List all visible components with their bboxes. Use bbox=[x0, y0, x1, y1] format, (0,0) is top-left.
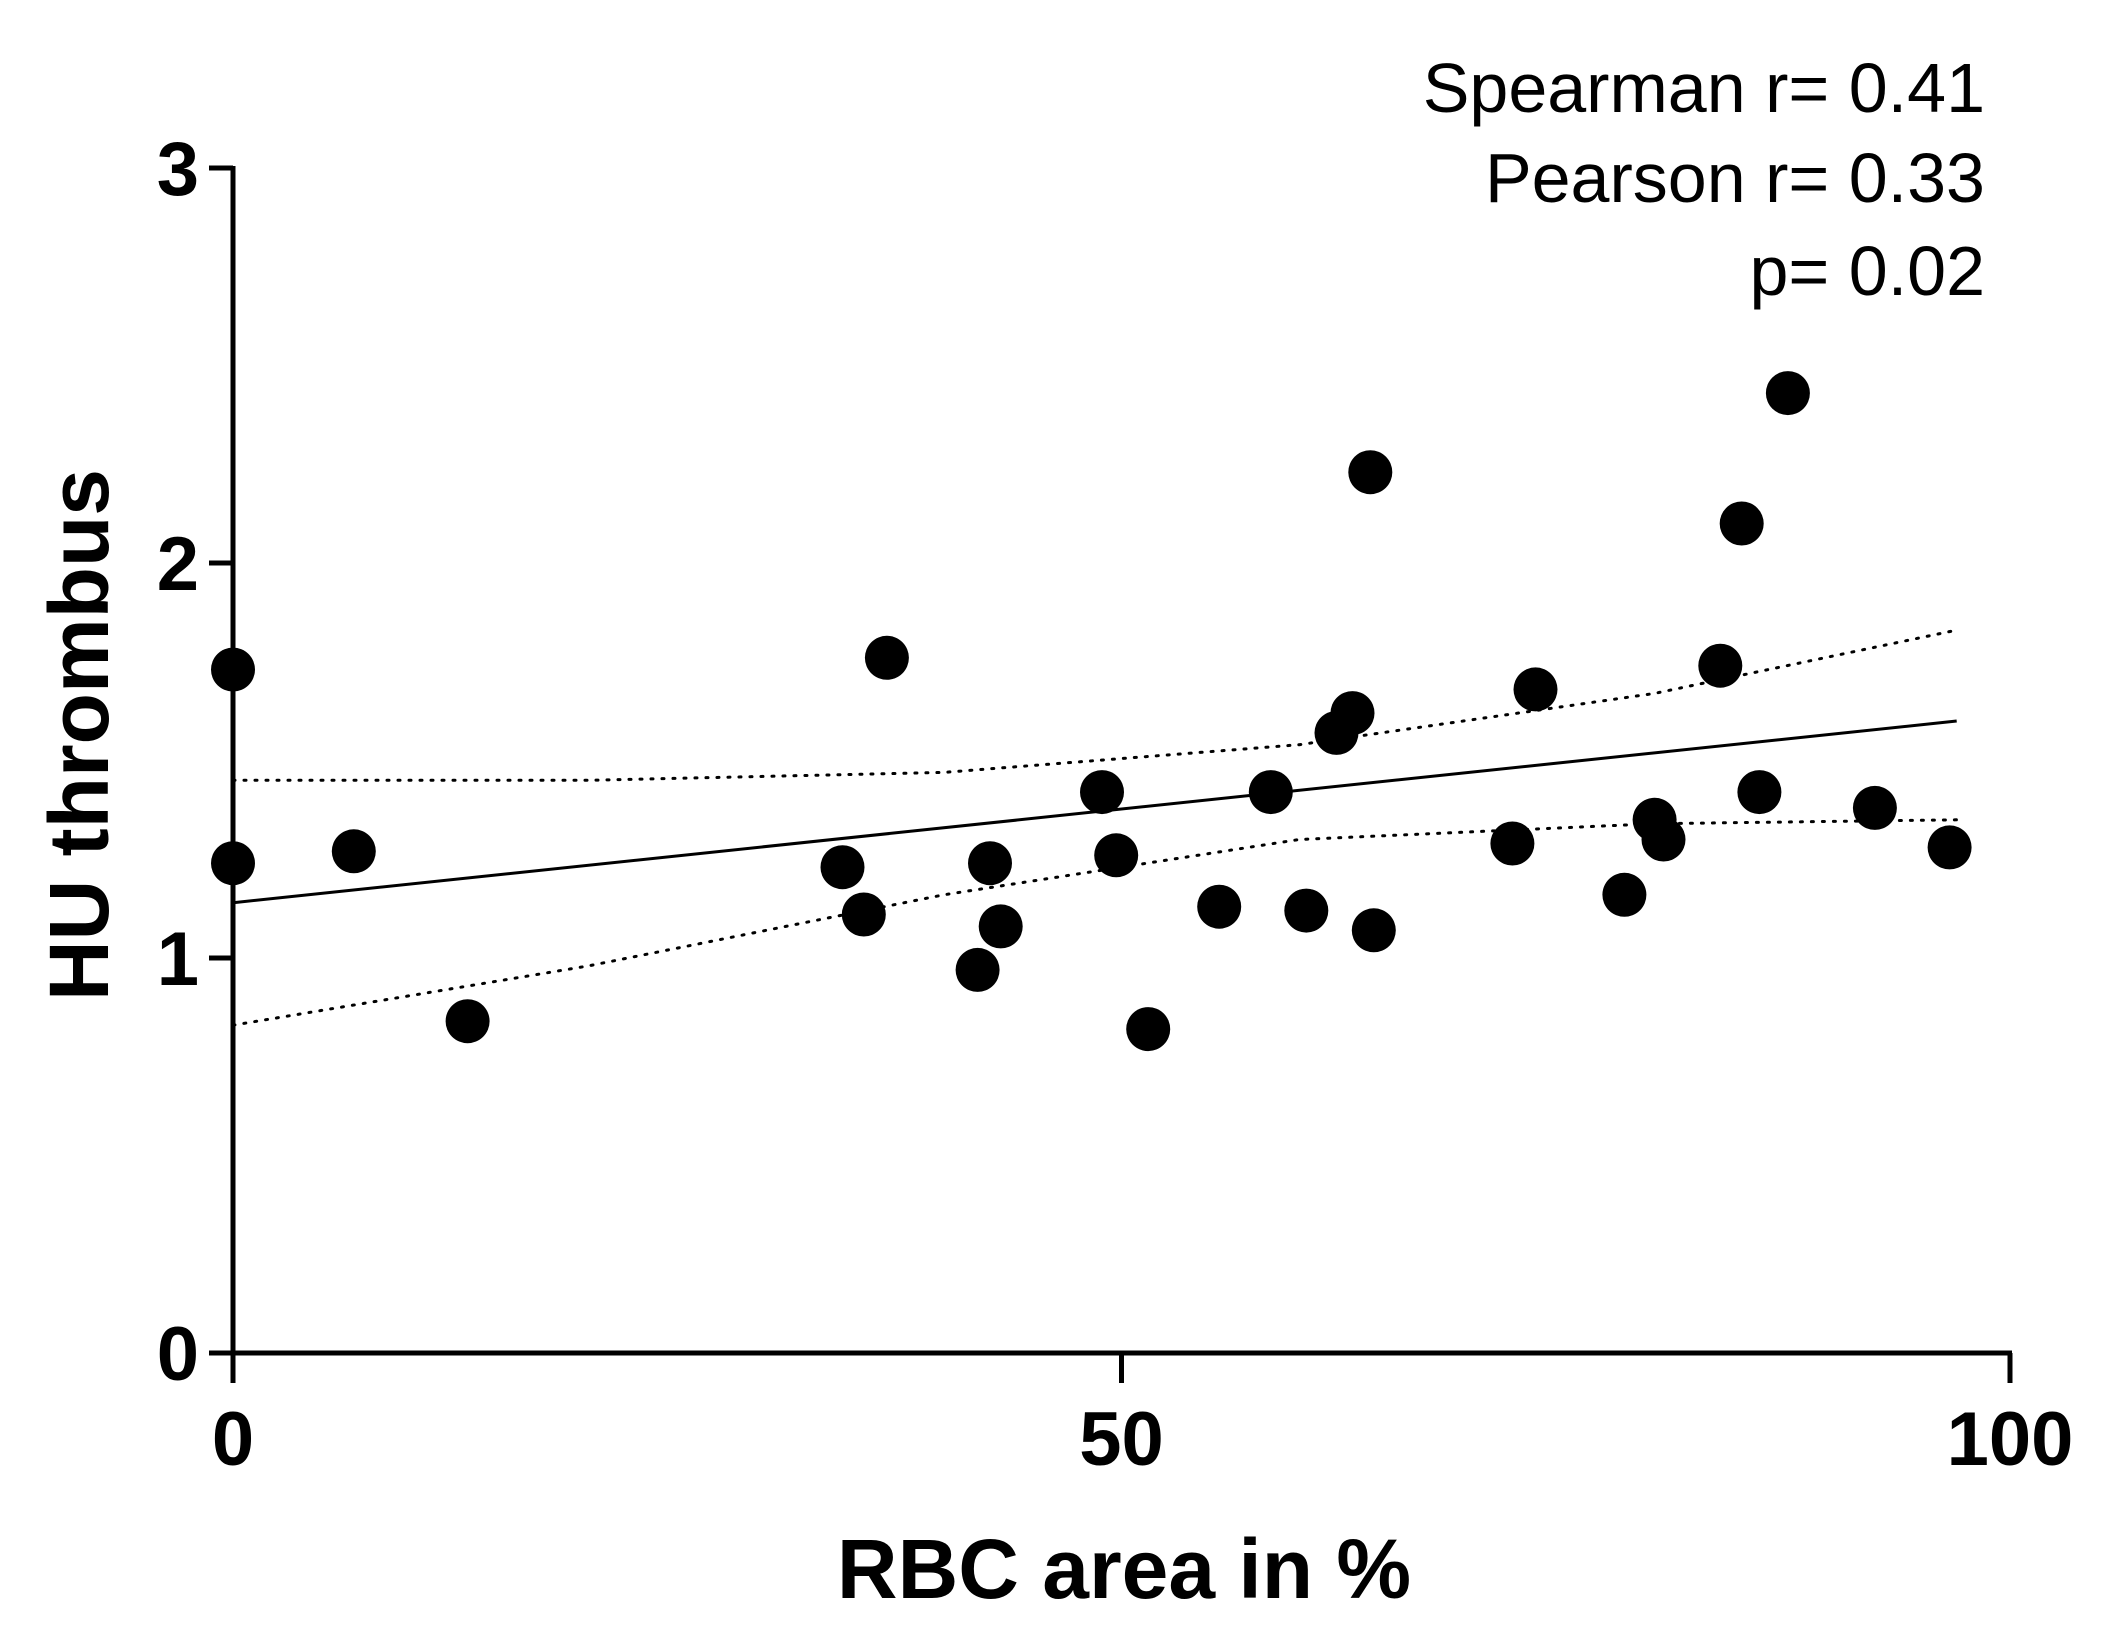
data-point bbox=[968, 841, 1012, 886]
data-point bbox=[1351, 908, 1396, 953]
data-point bbox=[1927, 825, 1972, 870]
y-axis-title: HU thrombus bbox=[32, 469, 126, 1001]
data-point bbox=[1602, 872, 1647, 917]
data-point bbox=[1490, 821, 1535, 866]
data-point bbox=[978, 904, 1023, 949]
data-point bbox=[864, 635, 909, 680]
data-points bbox=[211, 371, 1972, 1052]
data-point bbox=[331, 829, 376, 874]
data-point bbox=[1348, 450, 1393, 495]
confidence-band-upper bbox=[231, 628, 1959, 782]
data-point bbox=[820, 845, 865, 890]
x-tick-label: 100 bbox=[1947, 1397, 2074, 1482]
data-point bbox=[1284, 888, 1329, 933]
p-value-annotation: p= 0.02 bbox=[1750, 232, 1986, 310]
spearman-annotation: Spearman r= 0.41 bbox=[1423, 49, 1985, 127]
data-point bbox=[1698, 643, 1743, 688]
pearson-annotation: Pearson r= 0.33 bbox=[1485, 139, 1985, 217]
data-point bbox=[1094, 833, 1139, 878]
data-point bbox=[445, 999, 490, 1044]
y-tick-label: 0 bbox=[157, 1312, 199, 1397]
data-point bbox=[841, 892, 886, 937]
data-point bbox=[1737, 770, 1782, 815]
data-point bbox=[1852, 785, 1897, 830]
confidence-band bbox=[231, 628, 1959, 1027]
x-tick-label: 50 bbox=[1079, 1397, 1164, 1482]
y-tick-label: 1 bbox=[157, 917, 199, 1002]
data-point bbox=[1330, 691, 1375, 736]
y-tick-label: 2 bbox=[157, 522, 199, 607]
data-point bbox=[1197, 884, 1242, 929]
data-point bbox=[1080, 770, 1124, 815]
data-point bbox=[1641, 817, 1686, 862]
data-point bbox=[1719, 501, 1764, 546]
data-point bbox=[955, 947, 1000, 992]
axes: 0 1 2 3 0 50 100 bbox=[157, 127, 2074, 1482]
data-point bbox=[1513, 667, 1558, 712]
x-axis-title: RBC area in % bbox=[837, 1522, 1411, 1616]
x-tick-label: 0 bbox=[212, 1397, 254, 1482]
y-tick-label: 3 bbox=[157, 127, 199, 212]
data-point bbox=[1765, 371, 1810, 416]
data-point bbox=[1248, 770, 1293, 815]
data-point bbox=[1126, 1007, 1171, 1052]
